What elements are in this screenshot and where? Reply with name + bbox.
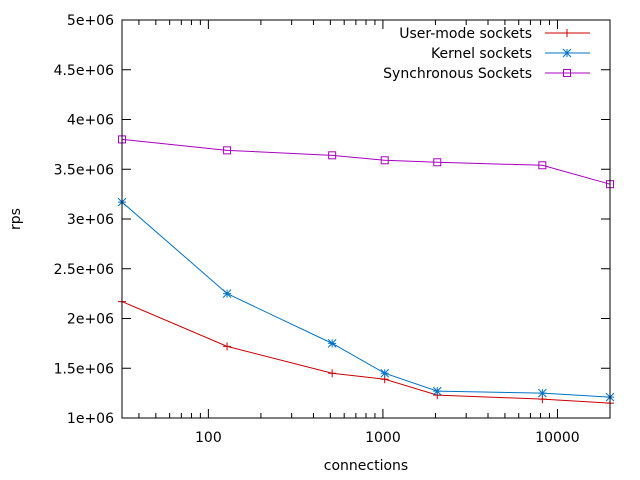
y-tick-label: 1.5e+06: [54, 361, 115, 377]
y-tick-label: 1e+06: [67, 411, 114, 427]
legend-label: Synchronous Sockets: [383, 66, 532, 82]
series-layer: [117, 135, 615, 408]
y-tick-label: 4e+06: [67, 113, 114, 129]
series-line: [121, 301, 611, 404]
axis-ticks: 1e+06 1.5e+06 2e+06 2.5e+06 3e+06 3.5e+06 4e+0…: [54, 13, 610, 446]
y-tick-label: 2.5e+06: [54, 262, 115, 278]
legend-item: Kernel sockets: [431, 46, 590, 62]
series-1: [117, 197, 615, 402]
series-2: [118, 135, 614, 189]
data-point: [537, 388, 547, 398]
data-point: [223, 146, 232, 155]
data-point: [432, 386, 442, 396]
y-axis-label: rps: [8, 208, 24, 230]
legend: User-mode sockets Kernel sockets Synchrono…: [383, 26, 590, 82]
y-tick-label: 3.5e+06: [54, 162, 115, 178]
legend-marker: [562, 48, 572, 58]
y-tick-label: 4.5e+06: [54, 63, 115, 79]
y-tick-label: 5e+06: [67, 13, 114, 29]
plot-frame: [121, 19, 611, 419]
data-point: [433, 158, 442, 167]
legend-marker: [563, 69, 571, 77]
legend-item: Synchronous Sockets: [383, 66, 590, 82]
data-point: [328, 369, 337, 378]
legend-label: Kernel sockets: [431, 46, 532, 62]
x-tick-label: 10000: [535, 430, 580, 446]
data-point: [222, 289, 232, 298]
legend-label: User-mode sockets: [399, 26, 532, 42]
y-tick-label: 3e+06: [67, 212, 114, 228]
x-tick-label: 1000: [365, 430, 401, 446]
data-point: [380, 156, 389, 165]
series-line: [121, 201, 611, 398]
data-point: [328, 151, 337, 160]
series-line: [121, 138, 611, 185]
x-tick-label: 100: [195, 430, 222, 446]
legend-marker: [563, 29, 571, 37]
y-tick-label: 2e+06: [67, 312, 114, 328]
data-point: [380, 368, 390, 378]
data-point: [538, 161, 547, 170]
data-point: [223, 342, 232, 351]
data-point: [327, 339, 337, 348]
x-axis-label: connections: [324, 458, 408, 474]
legend-item: User-mode sockets: [399, 26, 590, 42]
